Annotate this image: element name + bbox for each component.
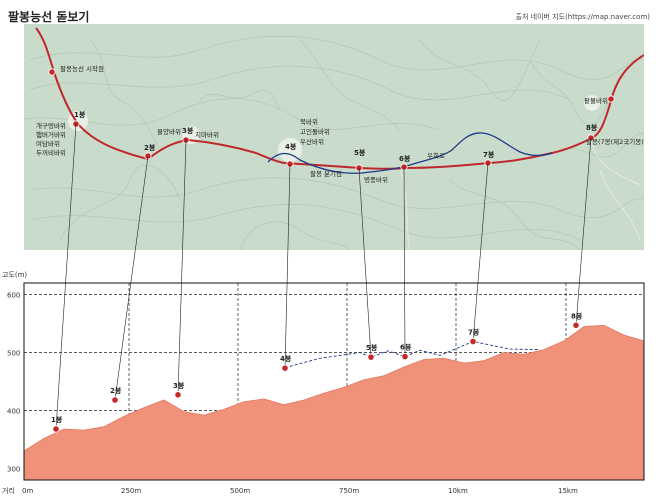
profile-peak-marker [111,396,119,404]
map-label-p7: 7봉 [483,151,495,159]
y-tick-label: 400 [7,407,20,415]
page-title: 팔봉능선 돋보기 [8,10,90,24]
map-label-bypass: 우회로 [427,152,445,160]
map-label-p1: 1봉 [74,111,86,119]
map-label-p1-rock-3: 두꺼비바위 [36,148,66,157]
contour-lines [24,35,644,250]
map-label-p4-rock-2: 우산바위 [300,137,324,146]
y-tick-label: 300 [7,465,20,473]
x-tick-label: 500m [230,487,250,495]
x-tick-label: 250m [121,487,141,495]
elevation-profile: 1봉 2봉 3봉 4봉 5봉 6봉 7봉 8봉 300 400 500 600 고도(m) 0m 250m… [2,123,645,495]
map-label-rock-pat: 팥볼바위 [584,96,608,105]
map-label-p1-rock-0: 개구멍바위 [36,121,66,130]
profile-peak-label: 3봉 [173,382,185,390]
profile-peak-marker [367,353,375,361]
y-tick-label: 600 [7,292,20,300]
map-label-p1-rock-1: 햄버거바위 [36,130,66,139]
profile-peak-label: 1봉 [51,416,63,424]
peak-connector-line [575,137,592,326]
profile-peak-label: 6봉 [400,344,412,352]
x-tick-label: 10km [448,487,468,495]
map-label-p3: 3봉 [182,127,194,135]
map-label-p1-rock-2: 여담바위 [36,139,60,148]
y-tick-label: 500 [7,350,20,358]
peak-connector-line [114,155,149,401]
peak-connector-line [55,123,77,430]
profile-peak-label: 2봉 [110,387,122,395]
profile-peak-marker [469,337,477,346]
profile-bypass [284,341,541,369]
profile-peak-marker [401,352,409,361]
profile-peak-label: 7봉 [468,329,480,337]
map-label-p2: 2봉 [144,144,156,152]
map-label-start: 팔봉능선 시작점 [60,64,104,73]
profile-peak-marker [281,364,289,372]
map-label-p4: 4봉 [285,143,297,151]
peak-connector-line [472,162,489,342]
profile-axis-labels: 300 400 500 600 고도(m) 0m 250m 500m 750m 10km 15km 거… [2,271,578,495]
map-label-p6: 6봉 [399,155,411,163]
profile-peaks: 1봉 2봉 3봉 4봉 5봉 6봉 7봉 8봉 [51,312,583,433]
connector-lines [55,123,592,430]
peak-connector-line [358,167,372,358]
topo-map: 팔봉능선 시작점 1봉 개구멍바위 햄버거바위 여담바위 두꺼비바위 2봉 물양… [24,24,644,250]
map-label-byeongpung: 병풍바위 [364,175,388,184]
profile-peak-label: 8봉 [571,312,583,320]
map-source: 출처 네이버 지도(https://map.naver.com) [515,13,650,21]
x-tick-label: 750m [339,487,359,495]
bypass-trail [267,132,553,174]
map-label-p5: 5봉 [354,149,366,157]
profile-area [23,324,645,481]
peak-connector-line [284,163,291,369]
map-label-p4-rock-1: 고인돌바위 [300,127,330,136]
profile-peak-marker [52,425,60,433]
main-trail [35,27,644,170]
x-tick-label: 0m [22,487,33,495]
map-label-p8-note: 팔봉(7봉(제2국기봉) [586,137,644,146]
profile-peak-marker [174,391,182,399]
x-axis-label: 거리 [2,486,15,495]
y-axis-label: 고도(m) [2,271,27,279]
map-label-rock-chima: 치마바위 [195,130,219,139]
map-label-p8: 8봉 [586,124,598,132]
minor-roads [399,139,641,250]
peak-connector-line [403,166,406,357]
peak-connector-line [177,139,187,395]
map-label-junction: 팔봉 분기점 [310,169,342,178]
profile-peak-marker [572,321,580,329]
x-tick-label: 15km [558,487,578,495]
map-peaks [48,68,615,172]
profile-peak-label: 5봉 [366,344,378,352]
map-label-p4-rock-0: 북바위 [300,117,318,126]
profile-peak-label: 4봉 [280,355,292,363]
map-label-rock-gomak: 물양바위 [157,127,181,136]
